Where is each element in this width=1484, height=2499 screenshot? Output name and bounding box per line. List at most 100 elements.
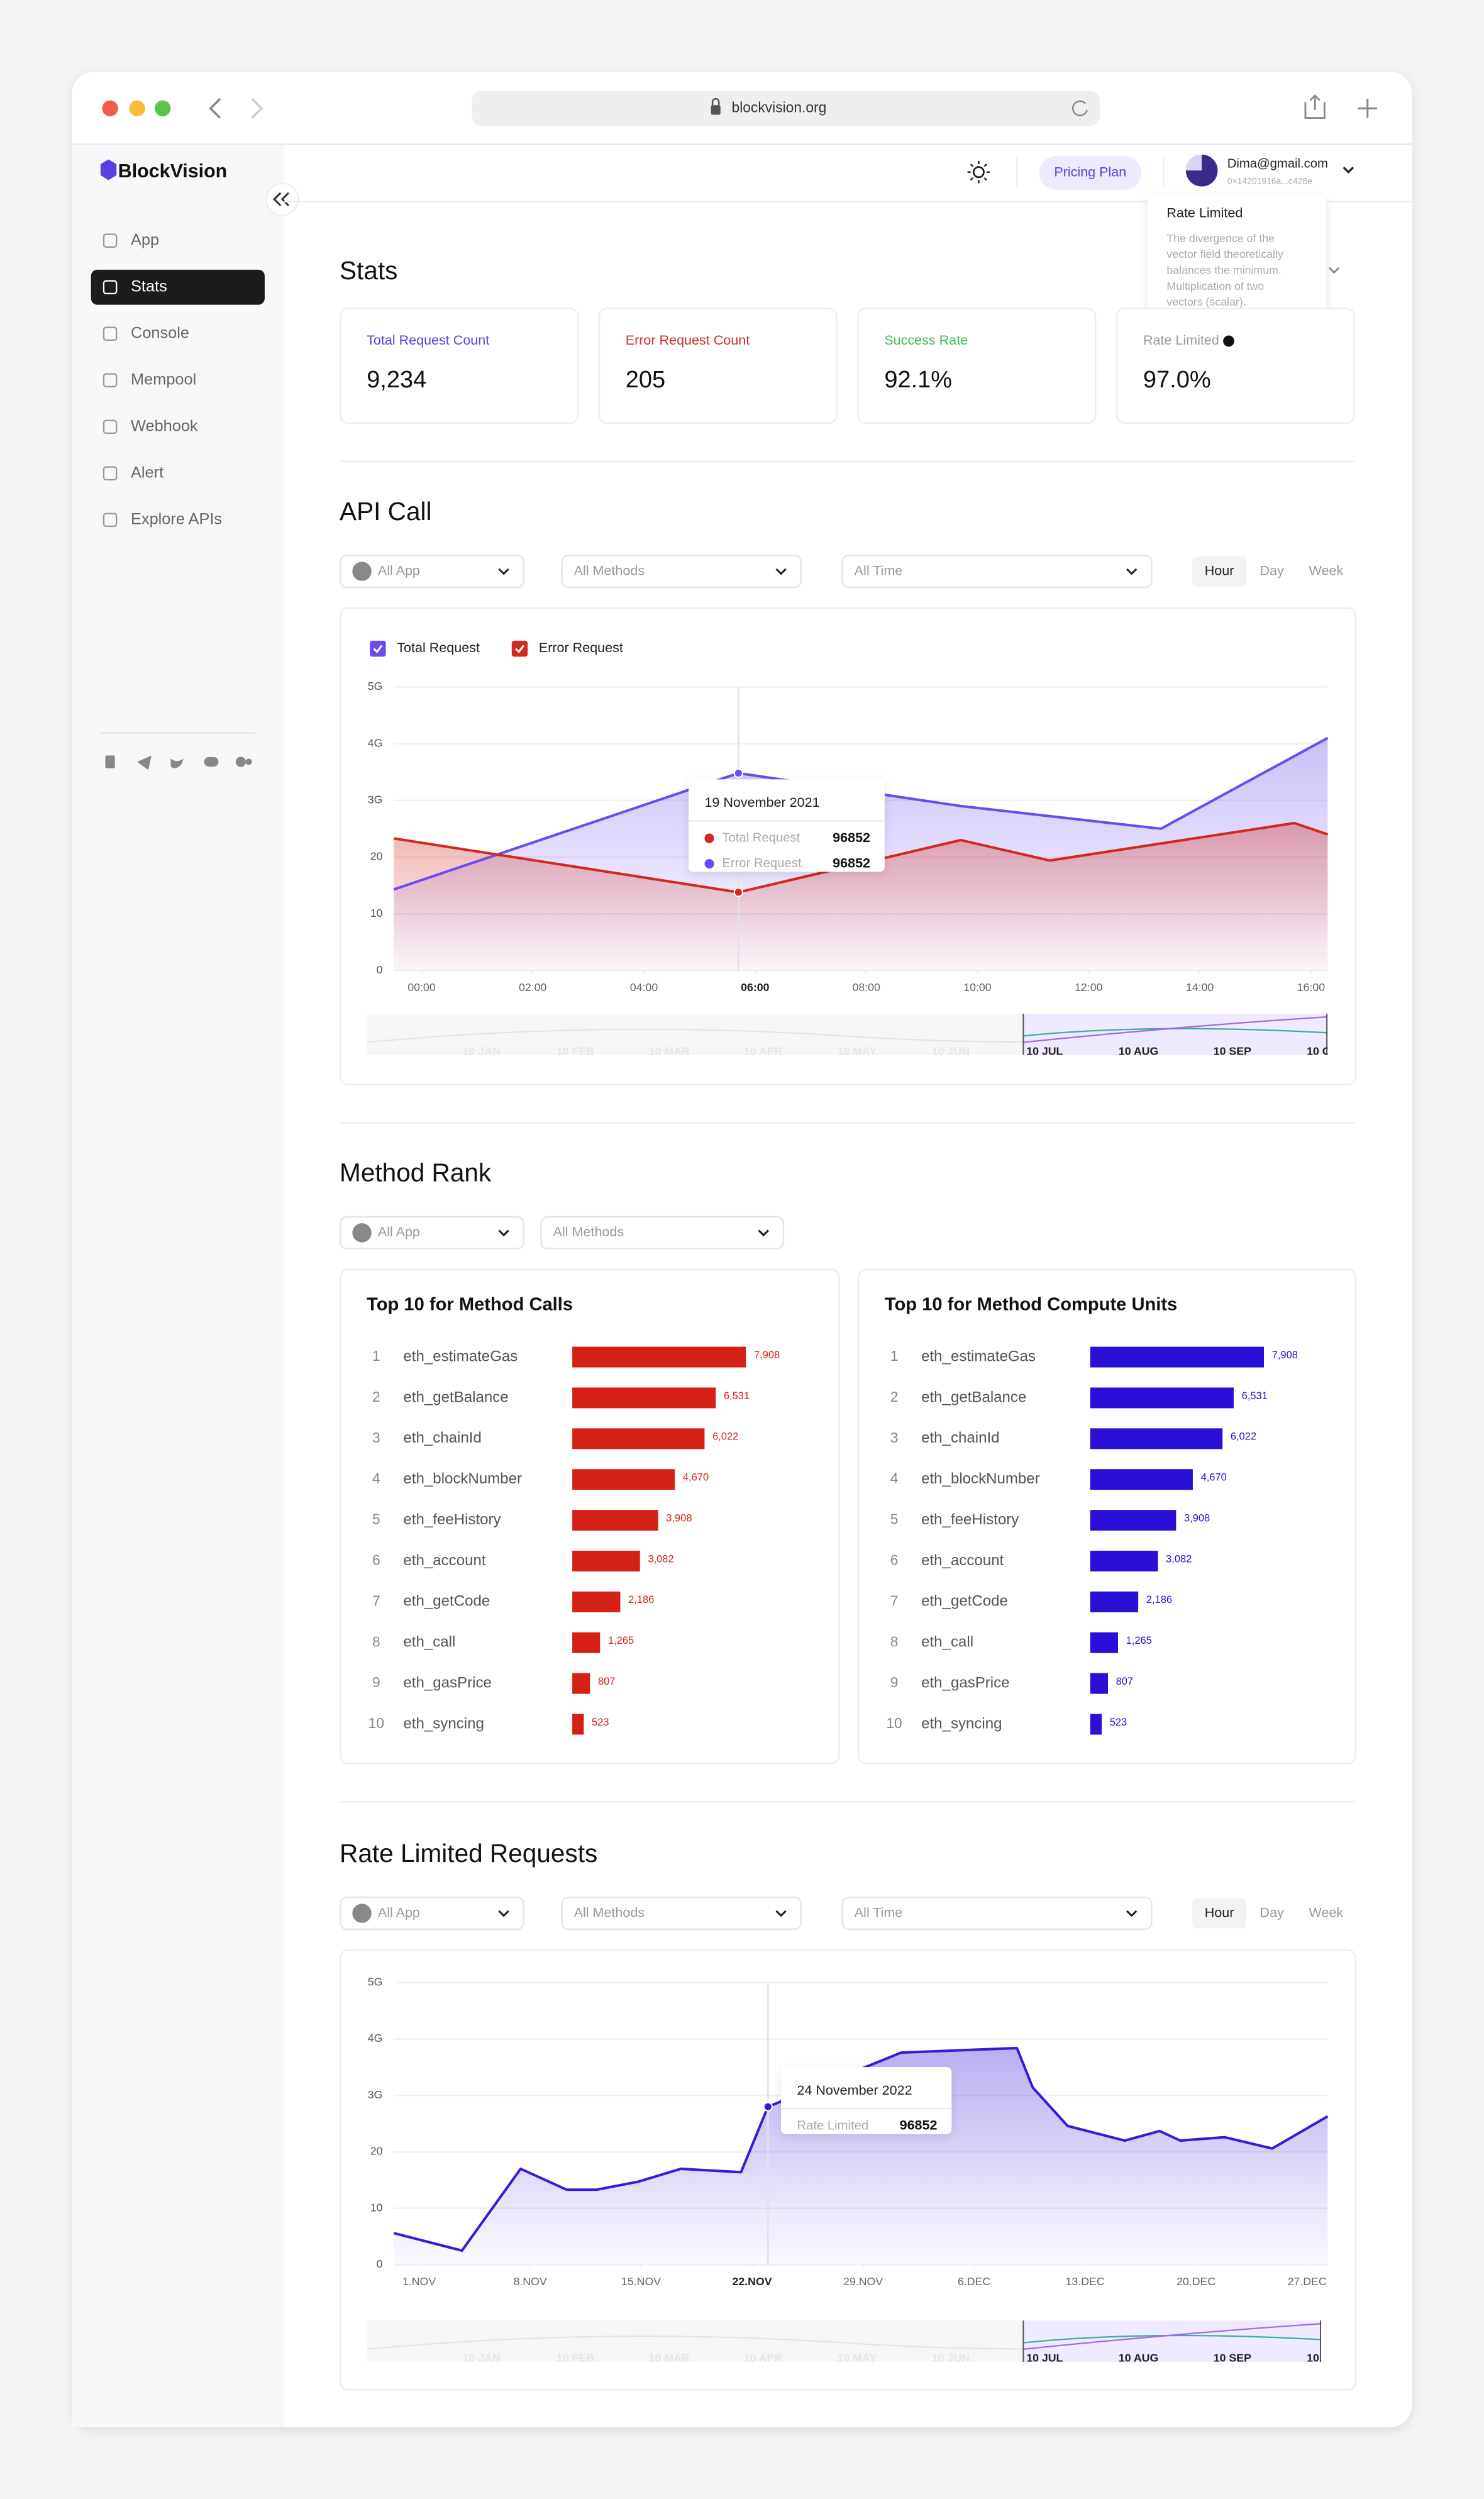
chevron <box>758 1229 769 1237</box>
forward-button[interactable] <box>251 97 263 119</box>
collapse-icon <box>272 192 290 207</box>
new-tab-button[interactable] <box>1358 99 1377 118</box>
navigator-label: 10 APR <box>744 2352 783 2364</box>
navigator-label: 10 FEB <box>556 1044 594 1057</box>
stats-select[interactable] <box>1328 267 1340 274</box>
bar-label: 7,908 <box>754 1349 780 1361</box>
docs-icon[interactable] <box>105 755 115 768</box>
filter-select[interactable] <box>561 554 802 589</box>
rank-title: Top 10 for Method Compute Units <box>885 1294 1177 1314</box>
bar-label: 807 <box>598 1676 615 1687</box>
nav-active[interactable] <box>91 269 265 305</box>
bar <box>572 1551 640 1571</box>
navigator-trace <box>1023 1016 1328 1043</box>
range-active[interactable] <box>1192 1898 1247 1929</box>
filter-select[interactable] <box>561 1896 802 1931</box>
navigator-label: 10 OCT <box>1307 1044 1346 1057</box>
x-tick-label: 20.DEC <box>1177 2275 1215 2288</box>
rank-number: 1 <box>372 1348 380 1364</box>
share-button[interactable] <box>1304 94 1326 119</box>
minimize-button[interactable] <box>129 100 145 117</box>
twitter-icon[interactable] <box>170 758 184 768</box>
bar-label: 3,908 <box>666 1512 692 1524</box>
filter-label: All Time <box>855 1905 903 1920</box>
x-tick-label: 10:00 <box>963 981 992 994</box>
method-name: eth_account <box>403 1552 485 1569</box>
range-option: Day <box>1260 563 1285 578</box>
tooltip-value: 96852 <box>833 830 870 845</box>
popover-title: Rate Limited <box>1166 205 1243 220</box>
theme-toggle[interactable] <box>972 166 985 179</box>
bar <box>572 1346 746 1368</box>
bar-label: 6,022 <box>1231 1431 1256 1443</box>
filter-select[interactable] <box>340 1896 525 1931</box>
bar-label: 2,186 <box>628 1594 654 1605</box>
filter-select[interactable] <box>841 554 1153 589</box>
x-tick-label: 6.DEC <box>958 2275 990 2288</box>
filter-select[interactable] <box>841 1896 1153 1931</box>
medium-icon[interactable] <box>235 756 246 767</box>
bar-label: 3,908 <box>1184 1512 1210 1524</box>
discord-icon[interactable] <box>204 756 219 767</box>
navigator: 10 JAN 10 FEB 10 MAR 10 APR 10 MAY 10 JUN 10 J… <box>367 2320 1322 2364</box>
address-bar[interactable] <box>472 91 1100 126</box>
legend-checkbox[interactable] <box>370 640 386 657</box>
stat-value: 9,234 <box>367 367 426 393</box>
medium-icon-2[interactable] <box>245 758 252 765</box>
app-icon <box>352 1223 372 1243</box>
nav-icon <box>102 419 118 435</box>
bar <box>572 1714 584 1735</box>
pricing-button[interactable] <box>1039 156 1141 190</box>
filter-select[interactable] <box>340 554 525 589</box>
bar <box>1090 1428 1223 1449</box>
telegram-icon[interactable] <box>137 755 152 770</box>
chevron <box>498 568 509 575</box>
back-button[interactable] <box>209 97 221 119</box>
area <box>394 823 1328 971</box>
lock-icon <box>711 105 721 115</box>
chevron <box>775 568 787 575</box>
navigator-label: 10 MAR <box>649 2352 690 2364</box>
brand: BlockVision <box>118 160 228 182</box>
bar <box>572 1469 675 1490</box>
reload-button[interactable] <box>1071 100 1088 116</box>
bar <box>1090 1714 1102 1735</box>
info-icon[interactable] <box>1223 335 1234 347</box>
popover-text: vector field theoretically <box>1166 248 1283 260</box>
navigator-label: 10 JUN <box>932 2352 970 2364</box>
chevron <box>1126 1910 1138 1917</box>
navigator-label: 10 JAN <box>463 1044 501 1057</box>
zoom-button[interactable] <box>155 100 171 117</box>
tooltip-title: 24 November 2022 <box>797 2083 912 2098</box>
close-button[interactable] <box>102 100 118 117</box>
x-tick-label: 14:00 <box>1186 981 1214 994</box>
y-tick-label: 20 <box>370 2145 383 2158</box>
filter-select[interactable] <box>540 1216 785 1250</box>
y-tick-label: 0 <box>377 963 383 976</box>
range-option: Week <box>1309 1905 1344 1920</box>
theme-rays <box>967 160 990 184</box>
y-tick-label: 10 <box>370 2201 383 2214</box>
method-name: eth_chainId <box>921 1429 999 1446</box>
navigator-label: 10 MAY <box>838 2352 877 2364</box>
range-active[interactable] <box>1192 556 1247 587</box>
rank-number: 4 <box>890 1470 899 1487</box>
legend-label: Total Request <box>397 640 480 655</box>
y-tick-label: 4G <box>368 2032 383 2044</box>
user-menu[interactable] <box>1343 166 1354 174</box>
x-tick-label: 04:00 <box>630 981 658 994</box>
hover-point <box>763 2102 773 2112</box>
stat-card <box>598 308 838 424</box>
stat-card <box>340 308 579 424</box>
range-option: Hour <box>1205 1905 1234 1920</box>
x-tick-label: 15.NOV <box>621 2275 661 2288</box>
method-name: eth_estimateGas <box>403 1348 518 1365</box>
method-name: eth_getCode <box>403 1593 490 1610</box>
rank-number: 9 <box>890 1674 899 1690</box>
bar <box>1090 1591 1139 1612</box>
x-tick-label: 02:00 <box>519 981 547 994</box>
filter-select[interactable] <box>340 1216 525 1250</box>
legend-checkbox[interactable] <box>511 640 528 657</box>
nav-item: Explore APIs <box>131 510 222 528</box>
